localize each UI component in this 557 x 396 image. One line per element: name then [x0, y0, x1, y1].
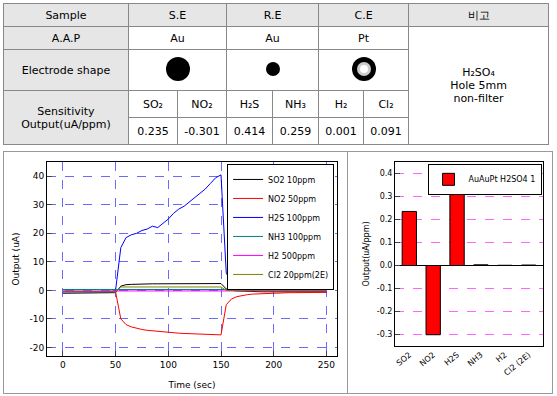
- svg-text:-20: -20: [29, 343, 44, 353]
- svg-text:20: 20: [33, 228, 45, 238]
- svg-text:H2S 100ppm: H2S 100ppm: [268, 214, 320, 223]
- svg-text:AuAuPt H2SO4 1: AuAuPt H2SO4 1: [469, 175, 536, 184]
- html-text:Au: Au: [170, 31, 185, 45]
- svg-text:-0.2: -0.2: [377, 307, 393, 316]
- html-text:0.235: 0.235: [137, 124, 169, 138]
- html-text:S.E: S.E: [168, 8, 187, 22]
- html-text:A.A.P: A.A.P: [51, 31, 81, 45]
- svg-text:10: 10: [33, 257, 45, 267]
- html-text:SO₂: SO₂: [143, 97, 163, 111]
- html-text:Pt: Pt: [358, 31, 369, 45]
- svg-text:Output (uA): Output (uA): [11, 232, 21, 285]
- svg-text:NO2 50ppm: NO2 50ppm: [268, 195, 316, 204]
- svg-text:40: 40: [33, 171, 45, 181]
- html-text:C.E: C.E: [354, 8, 373, 22]
- html-text:0.259: 0.259: [279, 124, 312, 138]
- svg-text:Time (sec): Time (sec): [167, 380, 215, 390]
- html-text:Sensitivity: Sensitivity: [37, 104, 95, 118]
- html-text:Hole 5mm: Hole 5mm: [450, 79, 507, 92]
- html-text:Output(uA/ppm): Output(uA/ppm): [21, 117, 111, 131]
- svg-text:H2: H2: [494, 350, 508, 364]
- html-text:non-filter: non-filter: [453, 92, 504, 105]
- svg-text:250: 250: [318, 360, 335, 370]
- svg-text:0: 0: [38, 286, 44, 296]
- svg-text:0.4: 0.4: [380, 169, 393, 178]
- svg-text:100: 100: [160, 360, 177, 370]
- html-text:-0.301: -0.301: [184, 124, 220, 138]
- svg-text:SO2: SO2: [395, 350, 413, 367]
- html-text:H₂: H₂: [334, 97, 348, 111]
- svg-text:SO2 10ppm: SO2 10ppm: [268, 176, 315, 185]
- html-text:0.414: 0.414: [233, 124, 266, 138]
- html-text:NH₃: NH₃: [285, 97, 306, 111]
- svg-text:0.0: 0.0: [380, 261, 393, 270]
- svg-text:Cl2 (2E): Cl2 (2E): [502, 350, 532, 377]
- html-text:Sample: Sample: [45, 8, 87, 22]
- html-text:R.E: R.E: [263, 8, 282, 22]
- svg-text:Cl2 20ppm(2E): Cl2 20ppm(2E): [268, 271, 328, 280]
- svg-text:0.2: 0.2: [380, 215, 393, 224]
- html-text:Cl₂: Cl₂: [378, 97, 394, 111]
- svg-text:-10: -10: [29, 314, 44, 324]
- html-text:H₂S: H₂S: [239, 97, 260, 111]
- svg-text:-0.3: -0.3: [377, 330, 393, 339]
- svg-text:50: 50: [110, 360, 122, 370]
- svg-text:NH3 100ppm: NH3 100ppm: [268, 233, 321, 242]
- svg-text:0: 0: [60, 360, 66, 370]
- html-text:비고: 비고: [467, 8, 490, 22]
- svg-text:150: 150: [212, 360, 229, 370]
- svg-text:NO2: NO2: [418, 350, 437, 368]
- svg-text:H2 500ppm: H2 500ppm: [268, 252, 315, 261]
- html-text:Au: Au: [265, 31, 280, 45]
- html-text:H₂SO₄: H₂SO₄: [462, 66, 495, 79]
- svg-text:-0.1: -0.1: [377, 284, 393, 293]
- svg-text:200: 200: [265, 360, 282, 370]
- svg-text:Output(uA/ppm): Output(uA/ppm): [362, 221, 371, 286]
- html-text:Electrode shape: Electrode shape: [21, 63, 111, 77]
- html-text:0.001: 0.001: [325, 124, 357, 138]
- html-text:0.091: 0.091: [370, 124, 402, 138]
- svg-text:0.1: 0.1: [380, 238, 393, 247]
- svg-text:NH3: NH3: [466, 350, 485, 368]
- html-text:NO₂: NO₂: [191, 97, 213, 111]
- svg-text:0.3: 0.3: [380, 192, 393, 201]
- svg-text:30: 30: [33, 200, 45, 210]
- svg-text:H2S: H2S: [443, 350, 461, 367]
